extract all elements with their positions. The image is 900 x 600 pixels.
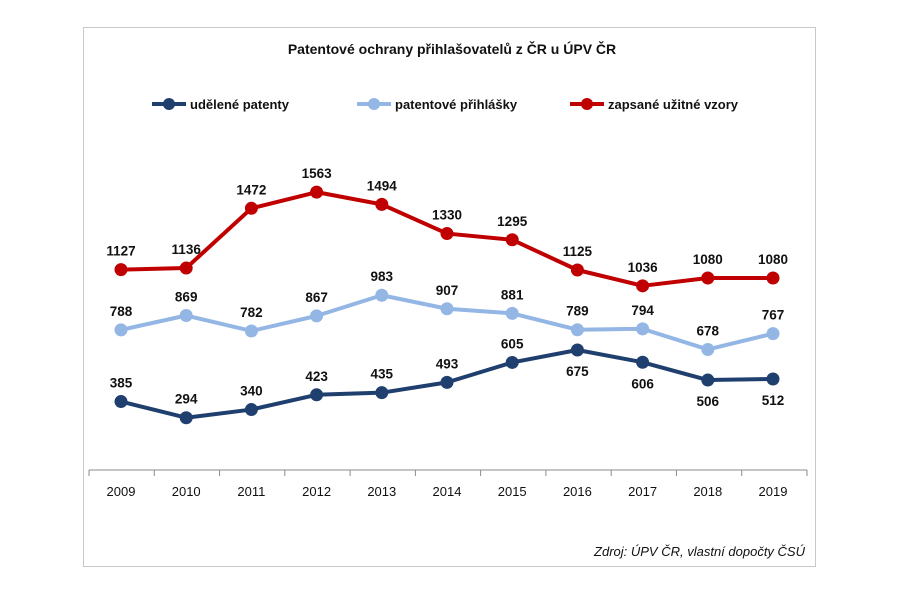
data-point	[766, 271, 780, 285]
data-label: 1136	[172, 242, 202, 257]
data-label: 294	[175, 392, 198, 407]
data-label: 782	[240, 305, 263, 320]
data-point	[570, 323, 584, 337]
data-label: 385	[110, 376, 133, 391]
data-point	[505, 233, 519, 247]
data-point	[375, 197, 389, 211]
data-point	[179, 411, 193, 425]
x-tick-label: 2011	[237, 484, 265, 499]
data-point	[505, 355, 519, 369]
data-point	[114, 263, 128, 277]
x-tick-label: 2016	[563, 484, 592, 499]
data-point	[114, 323, 128, 337]
legend-swatch-marker	[368, 98, 380, 110]
data-label: 1127	[106, 244, 135, 259]
data-point	[766, 372, 780, 386]
legend-label: patentové přihlášky	[395, 97, 518, 112]
chart-title: Patentové ochrany přihlašovatelů z ČR u …	[288, 40, 616, 57]
data-label: 794	[631, 303, 654, 318]
data-point	[244, 403, 258, 417]
data-label: 767	[762, 308, 785, 323]
x-tick-label: 2013	[367, 484, 396, 499]
data-label: 788	[110, 304, 133, 319]
legend-swatch-marker	[163, 98, 175, 110]
data-point	[310, 309, 324, 323]
data-label: 340	[240, 384, 263, 399]
x-tick-label: 2015	[498, 484, 527, 499]
data-point	[440, 302, 454, 316]
data-labels: 385 294 340 423 435 493 605 675 606 506 512 788 869 7…	[106, 166, 788, 409]
data-point	[636, 279, 650, 293]
x-tick-label: 2017	[628, 484, 657, 499]
data-point	[570, 263, 584, 277]
data-label: 1563	[302, 166, 333, 181]
data-point	[179, 261, 193, 275]
data-point	[310, 185, 324, 199]
data-point	[701, 373, 715, 387]
data-point	[375, 288, 389, 302]
data-label: 789	[566, 304, 589, 319]
data-label: 867	[305, 290, 328, 305]
data-point	[570, 343, 584, 357]
x-tick-label: 2012	[302, 484, 331, 499]
data-label: 435	[371, 367, 394, 382]
data-label: 907	[436, 283, 459, 298]
data-label: 881	[501, 287, 524, 302]
data-label: 1494	[367, 178, 398, 193]
data-label: 678	[697, 323, 720, 338]
data-point	[505, 306, 519, 320]
legend-label: zapsané užitné vzory	[608, 97, 739, 112]
data-point	[766, 327, 780, 341]
data-label: 869	[175, 290, 198, 305]
data-label: 493	[436, 356, 459, 371]
data-point	[179, 309, 193, 323]
data-label: 1472	[236, 182, 266, 197]
data-label: 1036	[628, 260, 659, 275]
data-label: 512	[762, 393, 785, 408]
data-point	[114, 395, 128, 409]
data-label: 1295	[497, 214, 528, 229]
data-label: 1125	[563, 244, 593, 259]
data-label: 1330	[432, 208, 462, 223]
data-label: 606	[631, 376, 654, 391]
data-point	[636, 322, 650, 336]
x-tick-label: 2009	[107, 484, 136, 499]
data-point	[244, 324, 258, 338]
x-tick-label: 2019	[759, 484, 788, 499]
x-axis: 2009 2010 2011 2012 2013 2014 2015 2016 2017 2018…	[88, 469, 808, 499]
data-point	[310, 388, 324, 402]
data-point	[440, 375, 454, 389]
chart-frame	[83, 27, 816, 567]
x-tick-label: 2014	[433, 484, 462, 499]
data-point	[701, 342, 715, 356]
data-point	[636, 355, 650, 369]
data-label: 423	[305, 369, 328, 384]
data-point	[440, 227, 454, 241]
x-tick-label: 2018	[693, 484, 722, 499]
data-label: 605	[501, 336, 524, 351]
legend-label: udělené patenty	[190, 97, 290, 112]
data-point	[701, 271, 715, 285]
data-label: 983	[371, 269, 394, 284]
legend-swatch-marker	[581, 98, 593, 110]
x-tick-label: 2010	[172, 484, 201, 499]
data-label: 675	[566, 364, 589, 379]
data-label: 1080	[758, 252, 788, 267]
data-point	[375, 386, 389, 400]
data-label: 1080	[693, 252, 723, 267]
source-note: Zdroj: ÚPV ČR, vlastní dopočty ČSÚ	[593, 544, 806, 559]
data-point	[244, 201, 258, 215]
legend: udělené patenty patentové přihlášky zapsan…	[152, 97, 739, 112]
data-label: 506	[697, 394, 720, 409]
series-lines	[114, 185, 780, 425]
